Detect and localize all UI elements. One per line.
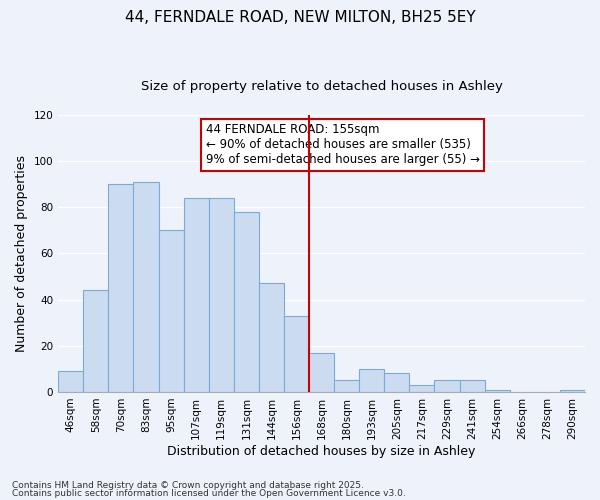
Bar (434, 380, 460, 392)
Bar (259, 284, 284, 392)
Text: Contains public sector information licensed under the Open Government Licence v3: Contains public sector information licen… (12, 488, 406, 498)
Bar (359, 369, 385, 392)
Bar (109, 184, 133, 392)
Bar (560, 390, 585, 392)
Bar (58, 371, 83, 392)
Bar (460, 380, 485, 392)
Y-axis label: Number of detached properties: Number of detached properties (15, 155, 28, 352)
Bar (334, 380, 359, 392)
Bar (133, 182, 158, 392)
Bar (158, 230, 184, 392)
Bar (184, 198, 209, 392)
Bar (83, 290, 109, 392)
Bar (209, 198, 234, 392)
Bar (385, 374, 409, 392)
Bar (409, 385, 434, 392)
Bar (309, 352, 334, 392)
Bar (234, 212, 259, 392)
Bar (284, 316, 309, 392)
Text: Contains HM Land Registry data © Crown copyright and database right 2025.: Contains HM Land Registry data © Crown c… (12, 481, 364, 490)
Text: 44, FERNDALE ROAD, NEW MILTON, BH25 5EY: 44, FERNDALE ROAD, NEW MILTON, BH25 5EY (125, 10, 475, 25)
X-axis label: Distribution of detached houses by size in Ashley: Distribution of detached houses by size … (167, 444, 476, 458)
Text: 44 FERNDALE ROAD: 155sqm
← 90% of detached houses are smaller (535)
9% of semi-d: 44 FERNDALE ROAD: 155sqm ← 90% of detach… (206, 124, 479, 166)
Bar (485, 390, 510, 392)
Title: Size of property relative to detached houses in Ashley: Size of property relative to detached ho… (140, 80, 503, 93)
